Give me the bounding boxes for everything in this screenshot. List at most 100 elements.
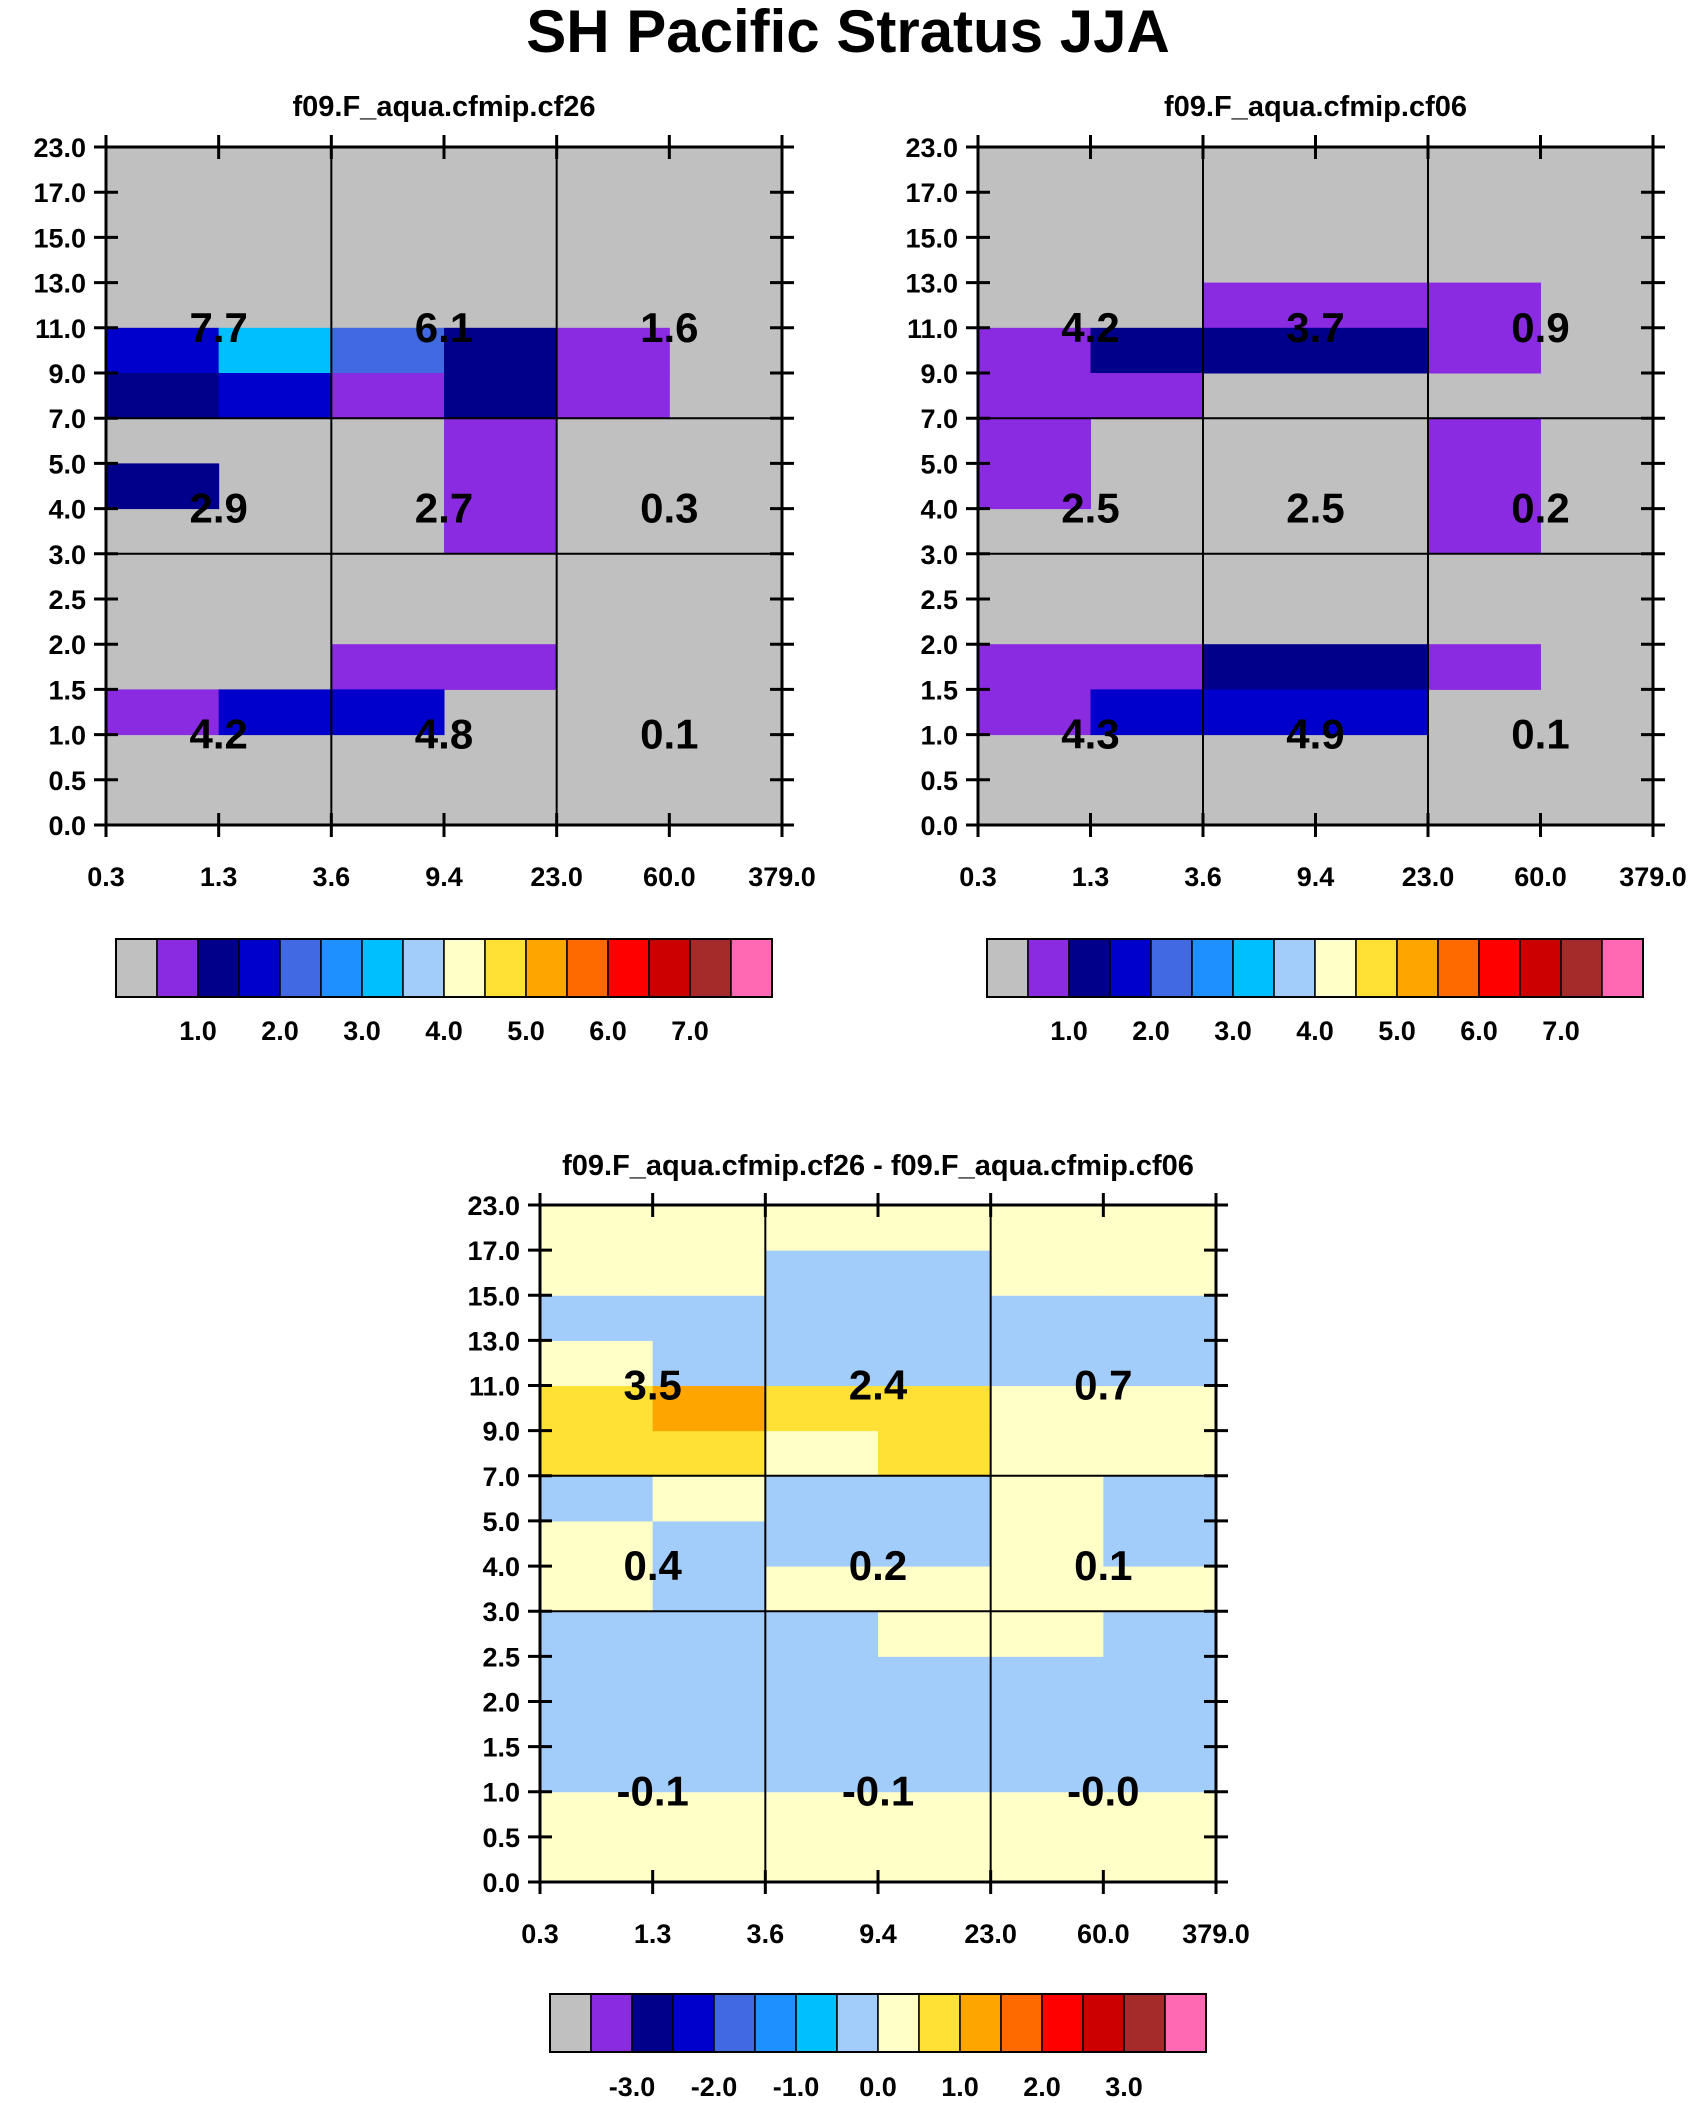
colorbar-swatch [877, 1993, 920, 2053]
heatmap-cell [540, 1475, 654, 1522]
x-tick-label: 0.3 [521, 1919, 559, 1949]
colorbar: -3.0 -2.0 -1.0 0.0 1.0 2.0 3.0 [549, 1993, 1207, 2102]
colorbar-swatch [115, 938, 158, 998]
heatmap-cell [1103, 1430, 1217, 1477]
y-tick-label: 5.0 [482, 1507, 520, 1537]
colorbar-swatch [959, 1993, 1002, 2053]
colorbar-swatch [156, 938, 199, 998]
colorbar-swatch [1191, 938, 1234, 998]
panel-title: f09.F_aqua.cfmip.cf26 [293, 91, 596, 123]
heatmap-cell [765, 1791, 879, 1838]
heatmap-cell [1090, 373, 1204, 419]
heatmap-cell [765, 1566, 879, 1612]
colorbar-swatch [361, 938, 404, 998]
heatmap-cell [765, 1340, 879, 1387]
colorbar-swatch [730, 938, 773, 998]
heatmap-cell [540, 1836, 654, 1883]
colorbar-label: 3.0 [1105, 2072, 1143, 2102]
heatmap-cell [1103, 1205, 1217, 1251]
y-tick-label: 17.0 [467, 1236, 520, 1266]
y-tick-label: 15.0 [467, 1281, 520, 1311]
heatmap-cell [765, 1656, 879, 1702]
box-total-label: 6.1 [415, 304, 473, 351]
colorbar-swatch [590, 1993, 633, 2053]
colorbar-swatch [279, 938, 322, 998]
heatmap-cell [1315, 327, 1429, 374]
heatmap-cell [1428, 418, 1541, 464]
y-tick-label: 23.0 [33, 133, 86, 163]
x-tick-label: 60.0 [643, 862, 696, 892]
heatmap-cell [1428, 644, 1541, 690]
colorbar-swatch [549, 1993, 592, 2053]
y-tick-label: 4.0 [920, 495, 958, 525]
y-tick-label: 5.0 [920, 449, 958, 479]
heatmap-cell [765, 1250, 879, 1296]
heatmap-cell [990, 1611, 1104, 1657]
box-total-label: -0.0 [1067, 1768, 1139, 1815]
heatmap-cell [1103, 1385, 1217, 1432]
colorbar-swatch [1273, 938, 1316, 998]
x-tick-label: 60.0 [1077, 1919, 1130, 1949]
y-tick-label: 1.0 [482, 1778, 520, 1808]
colorbar-swatch [607, 938, 650, 998]
colorbar-swatch [525, 938, 568, 998]
colorbar-frame [115, 938, 773, 998]
box-total-label: -0.1 [616, 1768, 688, 1815]
heatmap-cell [990, 1250, 1104, 1296]
box-total-label: 0.1 [640, 711, 698, 758]
heatmap-cell [990, 1430, 1104, 1477]
colorbar-label: 1.0 [179, 1016, 217, 1046]
colorbar-label: 6.0 [1460, 1016, 1498, 1046]
heatmap-cell [444, 327, 558, 374]
panel-model-b: f09.F_aqua.cfmip.cf06 0.0 0.5 1.0 1.5 2.0 2.5 3… [905, 91, 1686, 1046]
y-tick-label: 7.0 [920, 404, 958, 434]
colorbar-swatch [1041, 1993, 1084, 2053]
heatmap-cell [540, 1656, 654, 1702]
box-total-label: 0.2 [1511, 485, 1569, 532]
heatmap-cell [540, 1340, 654, 1387]
heatmap-cell [990, 1791, 1104, 1838]
y-tick-label: 0.5 [48, 766, 86, 796]
heatmap-cell [1103, 1611, 1217, 1657]
colorbar-swatch [443, 938, 486, 998]
heatmap-cell [540, 1701, 654, 1748]
box-total-label: 0.9 [1511, 304, 1569, 351]
heatmap-cell [1428, 282, 1541, 329]
colorbar-label: -3.0 [609, 2072, 656, 2102]
colorbar-frame [986, 938, 1644, 998]
y-tick-label: 9.0 [482, 1417, 520, 1447]
x-tick-label: 9.4 [859, 1919, 897, 1949]
heatmap-cell [540, 1295, 654, 1341]
y-tick-label: 11.0 [469, 1372, 520, 1402]
heatmap-cell [331, 373, 445, 419]
colorbar-swatch [1068, 938, 1111, 998]
colorbar-label: 4.0 [1296, 1016, 1334, 1046]
y-tick-label: 0.0 [482, 1868, 520, 1898]
x-tick-label: 0.3 [87, 862, 125, 892]
box-total-label: 0.3 [640, 485, 698, 532]
y-tick-label: 13.0 [33, 269, 86, 299]
heatmap-cell [878, 1701, 992, 1748]
box-total-label: 1.6 [640, 304, 698, 351]
colorbar-swatch [689, 938, 732, 998]
colorbar-label: 1.0 [941, 2072, 979, 2102]
box-total-label: 0.1 [1511, 711, 1569, 758]
colorbar-swatch [1150, 938, 1193, 998]
x-tick-label: 379.0 [1182, 1919, 1250, 1949]
colorbar-label: 3.0 [1214, 1016, 1252, 1046]
colorbar-label: 7.0 [671, 1016, 709, 1046]
heatmap-cell [444, 644, 558, 690]
colorbar: 1.0 2.0 3.0 4.0 5.0 6.0 7.0 [986, 938, 1644, 1046]
y-tick-label: 2.5 [920, 585, 958, 615]
y-tick-label: 0.0 [920, 811, 958, 841]
box-total-label: 4.9 [1286, 711, 1344, 758]
y-tick-label: 4.0 [48, 495, 86, 525]
heatmap-cell [878, 1656, 992, 1702]
heatmap-cell [331, 689, 445, 736]
heatmap-cell [1428, 508, 1541, 555]
heatmap-cell [540, 1791, 654, 1838]
heatmap-cell [652, 1746, 766, 1793]
box-total-label: 0.7 [1074, 1362, 1132, 1409]
heatmap-cell [978, 644, 1091, 690]
